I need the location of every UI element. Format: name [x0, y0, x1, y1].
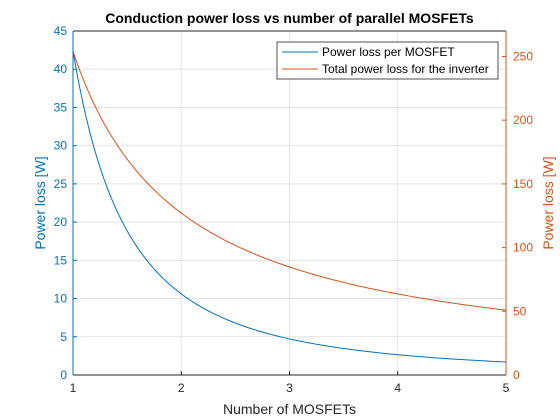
x-tick-label: 4	[394, 381, 401, 395]
y-right-tick-label: 250	[513, 49, 533, 63]
y-left-tick-label: 10	[54, 292, 68, 306]
y-left-tick-label: 15	[54, 253, 68, 267]
legend-box	[276, 41, 499, 80]
y-right-tick-label: 50	[513, 304, 527, 318]
x-axis-label: Number of MOSFETs	[223, 401, 356, 417]
series-line-power-per-mosfet	[72, 50, 507, 363]
x-tick-label: 1	[70, 381, 77, 395]
chart-title: Conduction power loss vs number of paral…	[105, 10, 474, 26]
y-left-tick-label: 40	[54, 62, 68, 76]
x-tick-label: 5	[503, 381, 510, 395]
y-axis-right-label: Power loss [W]	[540, 156, 556, 249]
y-right-tick-label: 0	[513, 368, 520, 382]
y-left-tick-label: 5	[60, 330, 67, 344]
series-layer	[72, 50, 507, 363]
y-left-tick-label: 0	[60, 368, 67, 382]
y-right-tick-label: 150	[513, 177, 533, 191]
y-left-tick-label: 20	[54, 215, 68, 229]
series-line-total-inverter-loss	[72, 51, 507, 311]
legend-label-power-per-mosfet: Power loss per MOSFET	[322, 45, 455, 59]
x-tick-label: 2	[178, 381, 185, 395]
y-right-tick-label: 200	[513, 113, 533, 127]
y-left-tick-label: 25	[54, 177, 68, 191]
y-left-tick-label: 30	[54, 139, 68, 153]
legend: Power loss per MOSFET Total power loss f…	[276, 41, 499, 80]
axes	[72, 30, 507, 376]
y-left-tick-label: 45	[54, 24, 68, 38]
y-right-tick-label: 100	[513, 241, 533, 255]
legend-label-total-inverter-loss: Total power loss for the inverter	[322, 62, 489, 76]
y-left-tick-label: 35	[54, 100, 68, 114]
y-axis-left-label: Power loss [W]	[32, 156, 48, 249]
x-tick-label: 3	[286, 381, 293, 395]
